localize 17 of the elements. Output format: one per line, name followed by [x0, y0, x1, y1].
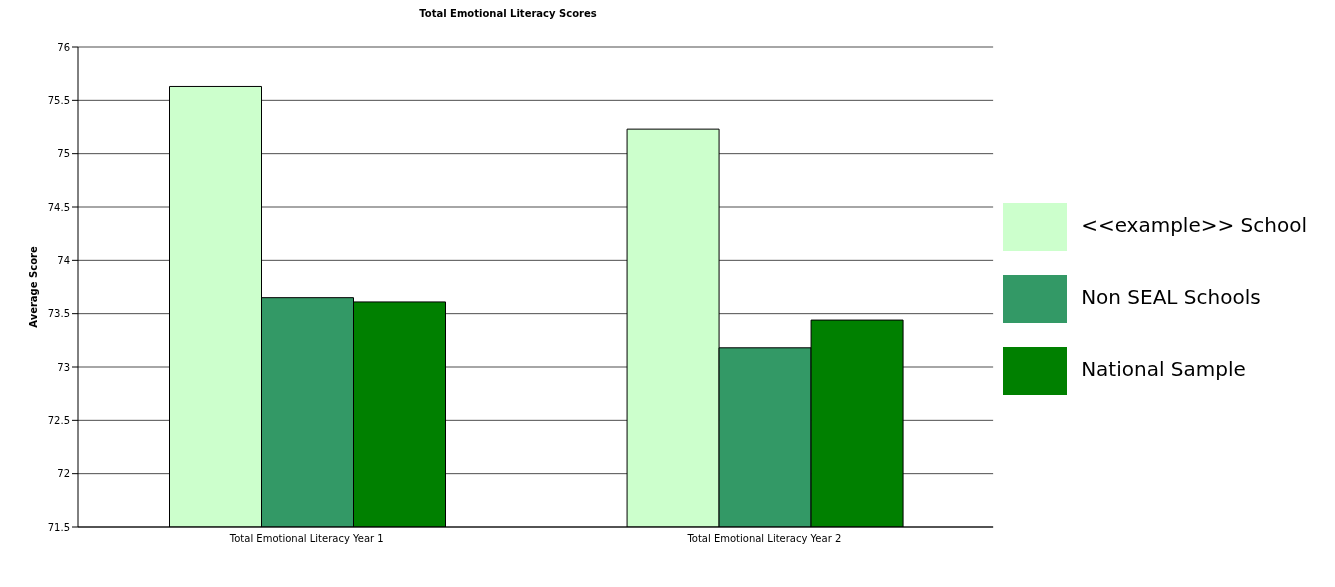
y-tick-label: 75	[57, 148, 70, 160]
legend-label: <<example>> School	[1081, 213, 1307, 237]
x-tick-label: Total Emotional Literacy Year 2	[686, 533, 842, 545]
y-tick-label: 73.5	[47, 308, 70, 320]
y-tick-label: 75.5	[47, 94, 70, 106]
y-tick-label: 74.5	[47, 201, 70, 213]
y-tick-label: 72	[57, 468, 70, 480]
y-tick-label: 73	[57, 361, 70, 373]
y-axis-title: Average Score	[27, 246, 39, 328]
x-tick-label: Total Emotional Literacy Year 1	[228, 533, 384, 545]
legend-label: Non SEAL Schools	[1081, 285, 1261, 309]
legend-label: National Sample	[1081, 357, 1246, 381]
chart-title: Total Emotional Literacy Scores	[418, 8, 598, 19]
y-tick-label: 74	[57, 254, 70, 266]
y-tick-label: 72.5	[47, 414, 70, 426]
y-tick-label: 76	[57, 41, 70, 53]
y-tick-label: 71.5	[47, 521, 70, 533]
